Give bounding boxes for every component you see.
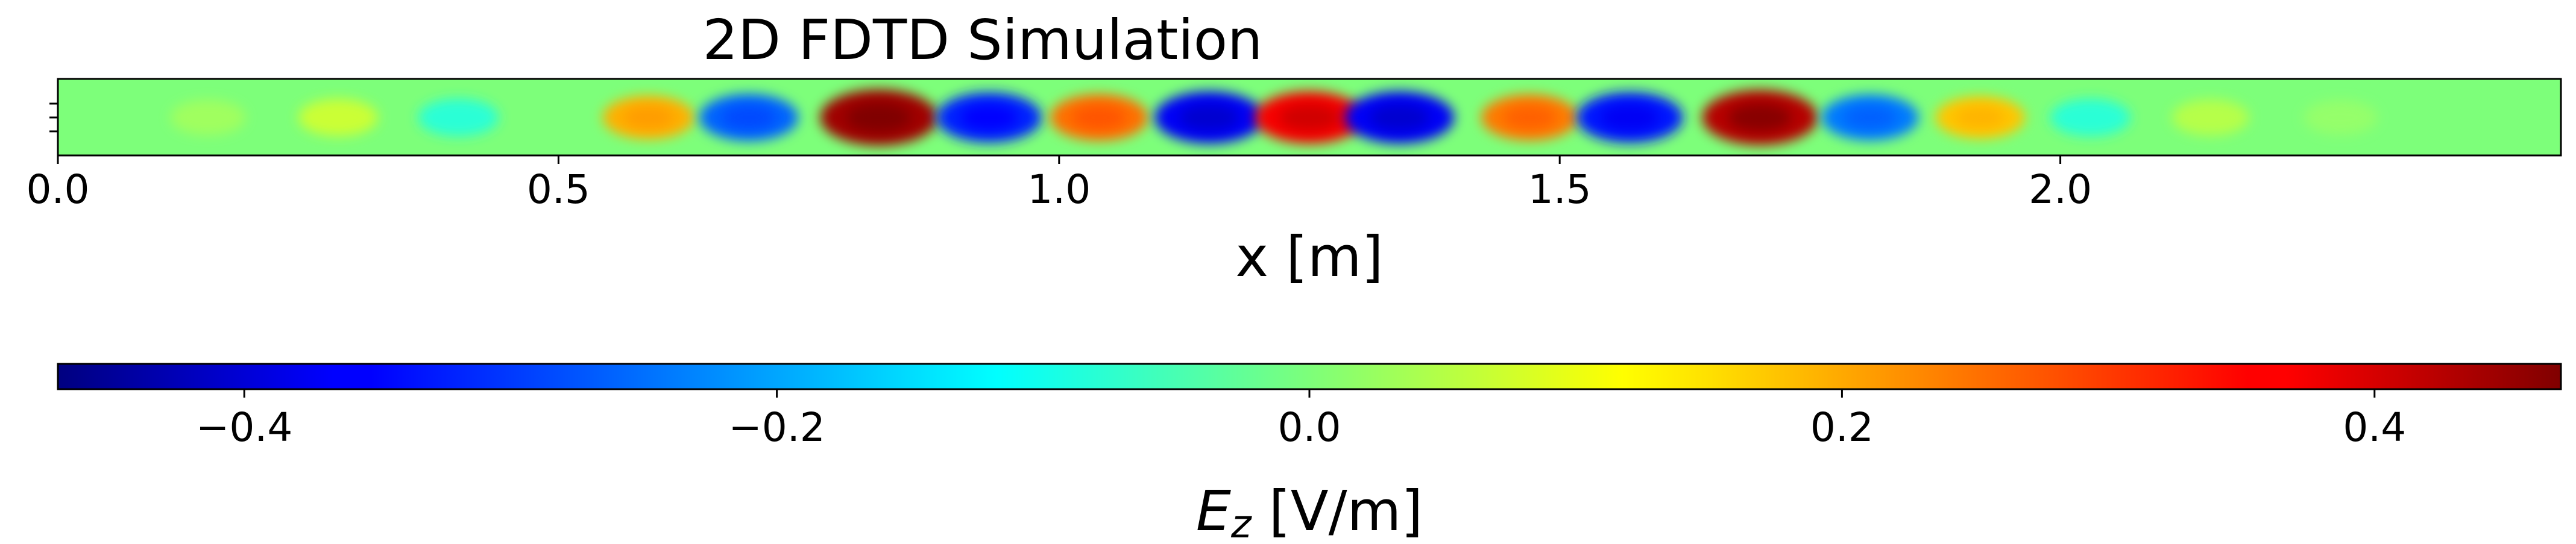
- field-blob-core: [1179, 104, 1239, 131]
- x-tick-label: 0.5: [527, 166, 590, 213]
- field-blobs: [170, 89, 2378, 146]
- field-blob-core: [1072, 105, 1126, 130]
- colorbar-tick-label: 0.4: [2343, 404, 2406, 451]
- chart-title: 2D FDTD Simulation: [703, 8, 1263, 72]
- x-tick-label: 1.5: [1528, 166, 1592, 213]
- colorbar-tick-label: 0.2: [1810, 404, 1874, 451]
- x-tick-label: 0.0: [27, 166, 90, 213]
- colorbar-label: Ez [V/m]: [1196, 479, 1423, 544]
- field-blob: [298, 99, 378, 136]
- field-blob: [170, 99, 246, 136]
- colorbar: −0.4 −0.2 0.0 0.2 0.4 Ez [V/m]: [57, 363, 2562, 544]
- field-blob: [2171, 99, 2249, 136]
- field-blob: [418, 98, 499, 137]
- y-axis-ticks: [49, 102, 58, 133]
- x-tick-label: 2.0: [2029, 166, 2092, 213]
- x-axis: 0.0 0.5 1.0 1.5 2.0: [27, 155, 2092, 213]
- colorbar-axis: −0.4 −0.2 0.0 0.2 0.4: [196, 389, 2406, 451]
- field-blob-core: [623, 106, 674, 129]
- field-blob-core: [1955, 107, 2005, 128]
- colorbar-tick-label: −0.2: [728, 404, 825, 451]
- colorbar-gradient: [58, 364, 2561, 389]
- heatmap-plot: 0.0 0.5 1.0 1.5 2.0 x [m]: [27, 78, 2562, 289]
- field-blob: [2050, 98, 2131, 137]
- field-blob-core: [721, 105, 776, 130]
- x-axis-label: x [m]: [1235, 225, 1383, 289]
- field-blob-core: [1279, 104, 1340, 131]
- field-blob-core: [1503, 105, 1557, 130]
- field-blob-core: [1601, 104, 1659, 131]
- field-blob-core: [1843, 105, 1897, 130]
- colorbar-tick-label: 0.0: [1278, 404, 1341, 451]
- field-blob-core: [846, 103, 912, 132]
- field-blob-core: [1728, 104, 1792, 131]
- colorbar-tick-label: −0.4: [196, 404, 292, 451]
- x-tick-label: 1.0: [1027, 166, 1091, 213]
- field-blob-core: [960, 105, 1018, 130]
- field-blob: [2303, 100, 2378, 135]
- field-blob-core: [1369, 104, 1430, 131]
